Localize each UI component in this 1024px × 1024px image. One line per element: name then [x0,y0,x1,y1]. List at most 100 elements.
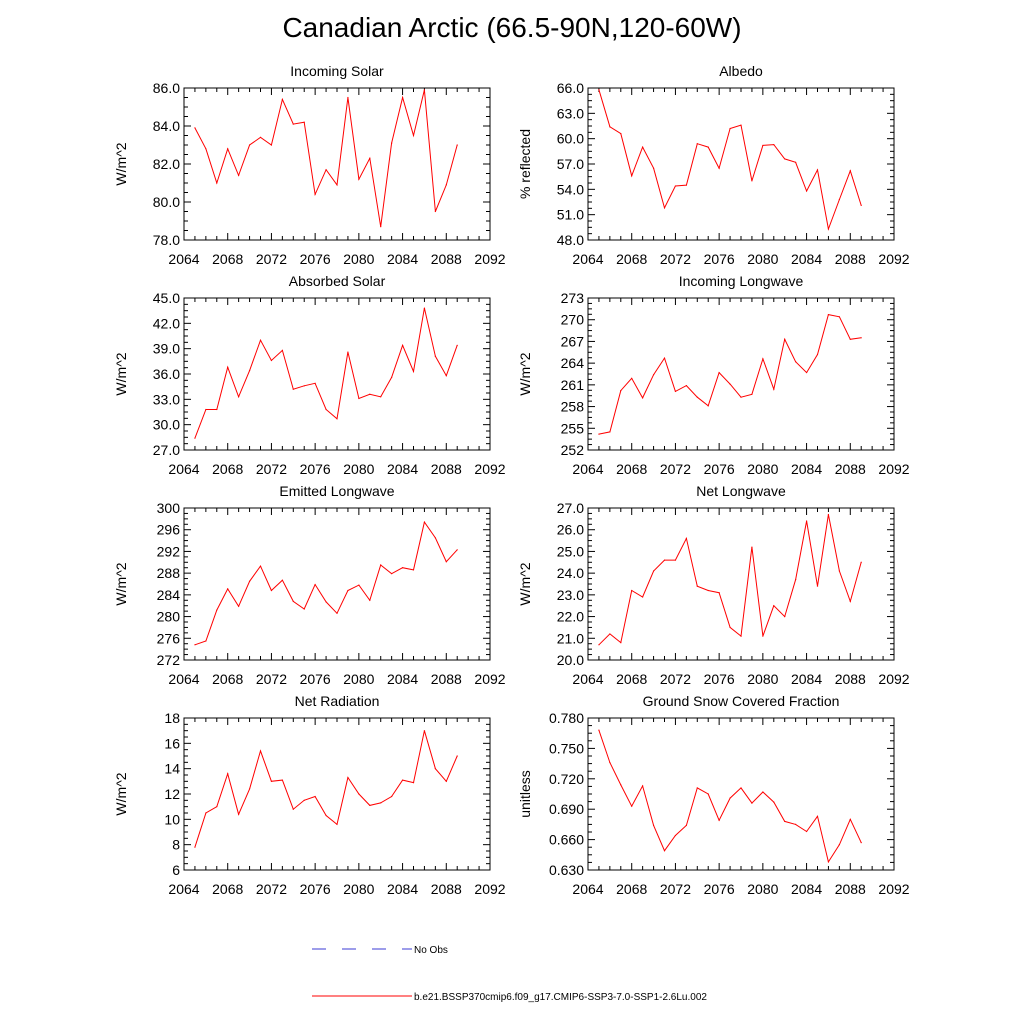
data-point [696,396,698,398]
y-tick-label: 54.0 [557,181,584,197]
x-tick-label: 2080 [747,881,778,897]
data-point [685,384,687,387]
data-point [401,344,404,346]
x-tick-label: 2064 [572,461,603,477]
data-point [391,142,393,144]
plot-frame [587,297,895,451]
data-point [259,136,262,138]
data-point [707,405,709,407]
data-point [609,761,611,764]
y-axis-label: W/m^2 [517,562,533,605]
data-point [795,579,797,581]
data-point [401,779,404,781]
x-tick-label: 2084 [791,881,822,897]
y-tick-label: 21.0 [557,630,584,646]
data-point [816,169,819,171]
x-tick-label: 2072 [660,461,691,477]
data-point [205,408,207,411]
x-tick-label: 2072 [256,251,287,267]
data-point [631,805,633,807]
data-point [827,314,830,316]
data-point [827,513,830,516]
y-tick-label: 14 [164,761,180,777]
data-point [259,565,262,567]
data-point [434,537,436,539]
x-tick-label: 2072 [256,671,287,687]
y-tick-label: 84.0 [153,118,180,134]
data-point [216,609,218,611]
x-tick-label: 2076 [300,671,331,687]
data-point [751,802,753,804]
data-point [270,589,273,592]
series-line [598,89,862,231]
data-point [314,795,316,798]
panel-title: Net Longwave [696,483,786,499]
x-tick-label: 2072 [660,671,691,687]
data-point [347,351,349,353]
data-point [445,561,447,563]
x-tick-label: 2092 [878,671,909,687]
y-axis-label: W/m^2 [113,352,129,395]
data-point [795,161,797,163]
y-tick-label: 22.0 [557,609,584,625]
x-tick-label: 2080 [343,461,374,477]
data-point [652,824,655,827]
x-tick-label: 2088 [431,251,462,267]
x-tick-label: 2080 [343,671,374,687]
x-tick-label: 2092 [878,251,909,267]
x-tick-label: 2064 [168,461,199,477]
data-point [598,729,600,731]
data-point [314,583,316,586]
data-point [642,146,644,148]
data-point [652,167,655,169]
data-point [281,98,283,100]
data-point [227,148,229,150]
data-point [729,797,731,799]
data-point [696,143,698,145]
data-point [358,793,360,795]
x-tick-label: 2088 [835,461,866,477]
data-point [248,370,251,372]
data-point [740,124,742,126]
y-axis-label: W/m^2 [113,142,129,185]
data-point [423,521,426,523]
data-point [401,96,404,99]
data-point [456,755,458,757]
data-point [238,396,240,398]
data-point [380,564,382,566]
data-point [762,144,764,147]
data-point [598,89,600,91]
data-point [369,393,371,395]
data-point [849,338,851,340]
data-point [838,570,840,572]
x-tick-label: 2092 [878,881,909,897]
data-point [674,185,677,187]
data-point [631,377,633,379]
data-point [205,812,207,814]
data-point [620,133,622,135]
data-point [860,204,862,206]
x-tick-label: 2080 [343,881,374,897]
data-point [205,640,207,642]
y-tick-label: 23.0 [557,587,584,603]
data-point [740,396,742,398]
y-tick-label: 80.0 [153,194,180,210]
panel-title: Emitted Longwave [279,483,394,499]
figure-title: Canadian Arctic (66.5-90N,120-60W) [282,12,742,43]
data-point [238,605,240,607]
series-line [598,314,862,435]
data-point [314,382,316,384]
y-tick-label: 300 [157,500,181,516]
data-point [391,795,393,798]
data-point [270,144,273,146]
y-tick-label: 267 [561,333,585,349]
data-point [642,397,644,399]
y-tick-label: 264 [561,355,585,371]
data-point [456,344,458,346]
series-line [598,514,862,646]
data-point [805,520,808,522]
data-point [816,815,819,817]
data-point [205,148,207,150]
data-point [707,146,709,148]
data-point [795,361,797,363]
